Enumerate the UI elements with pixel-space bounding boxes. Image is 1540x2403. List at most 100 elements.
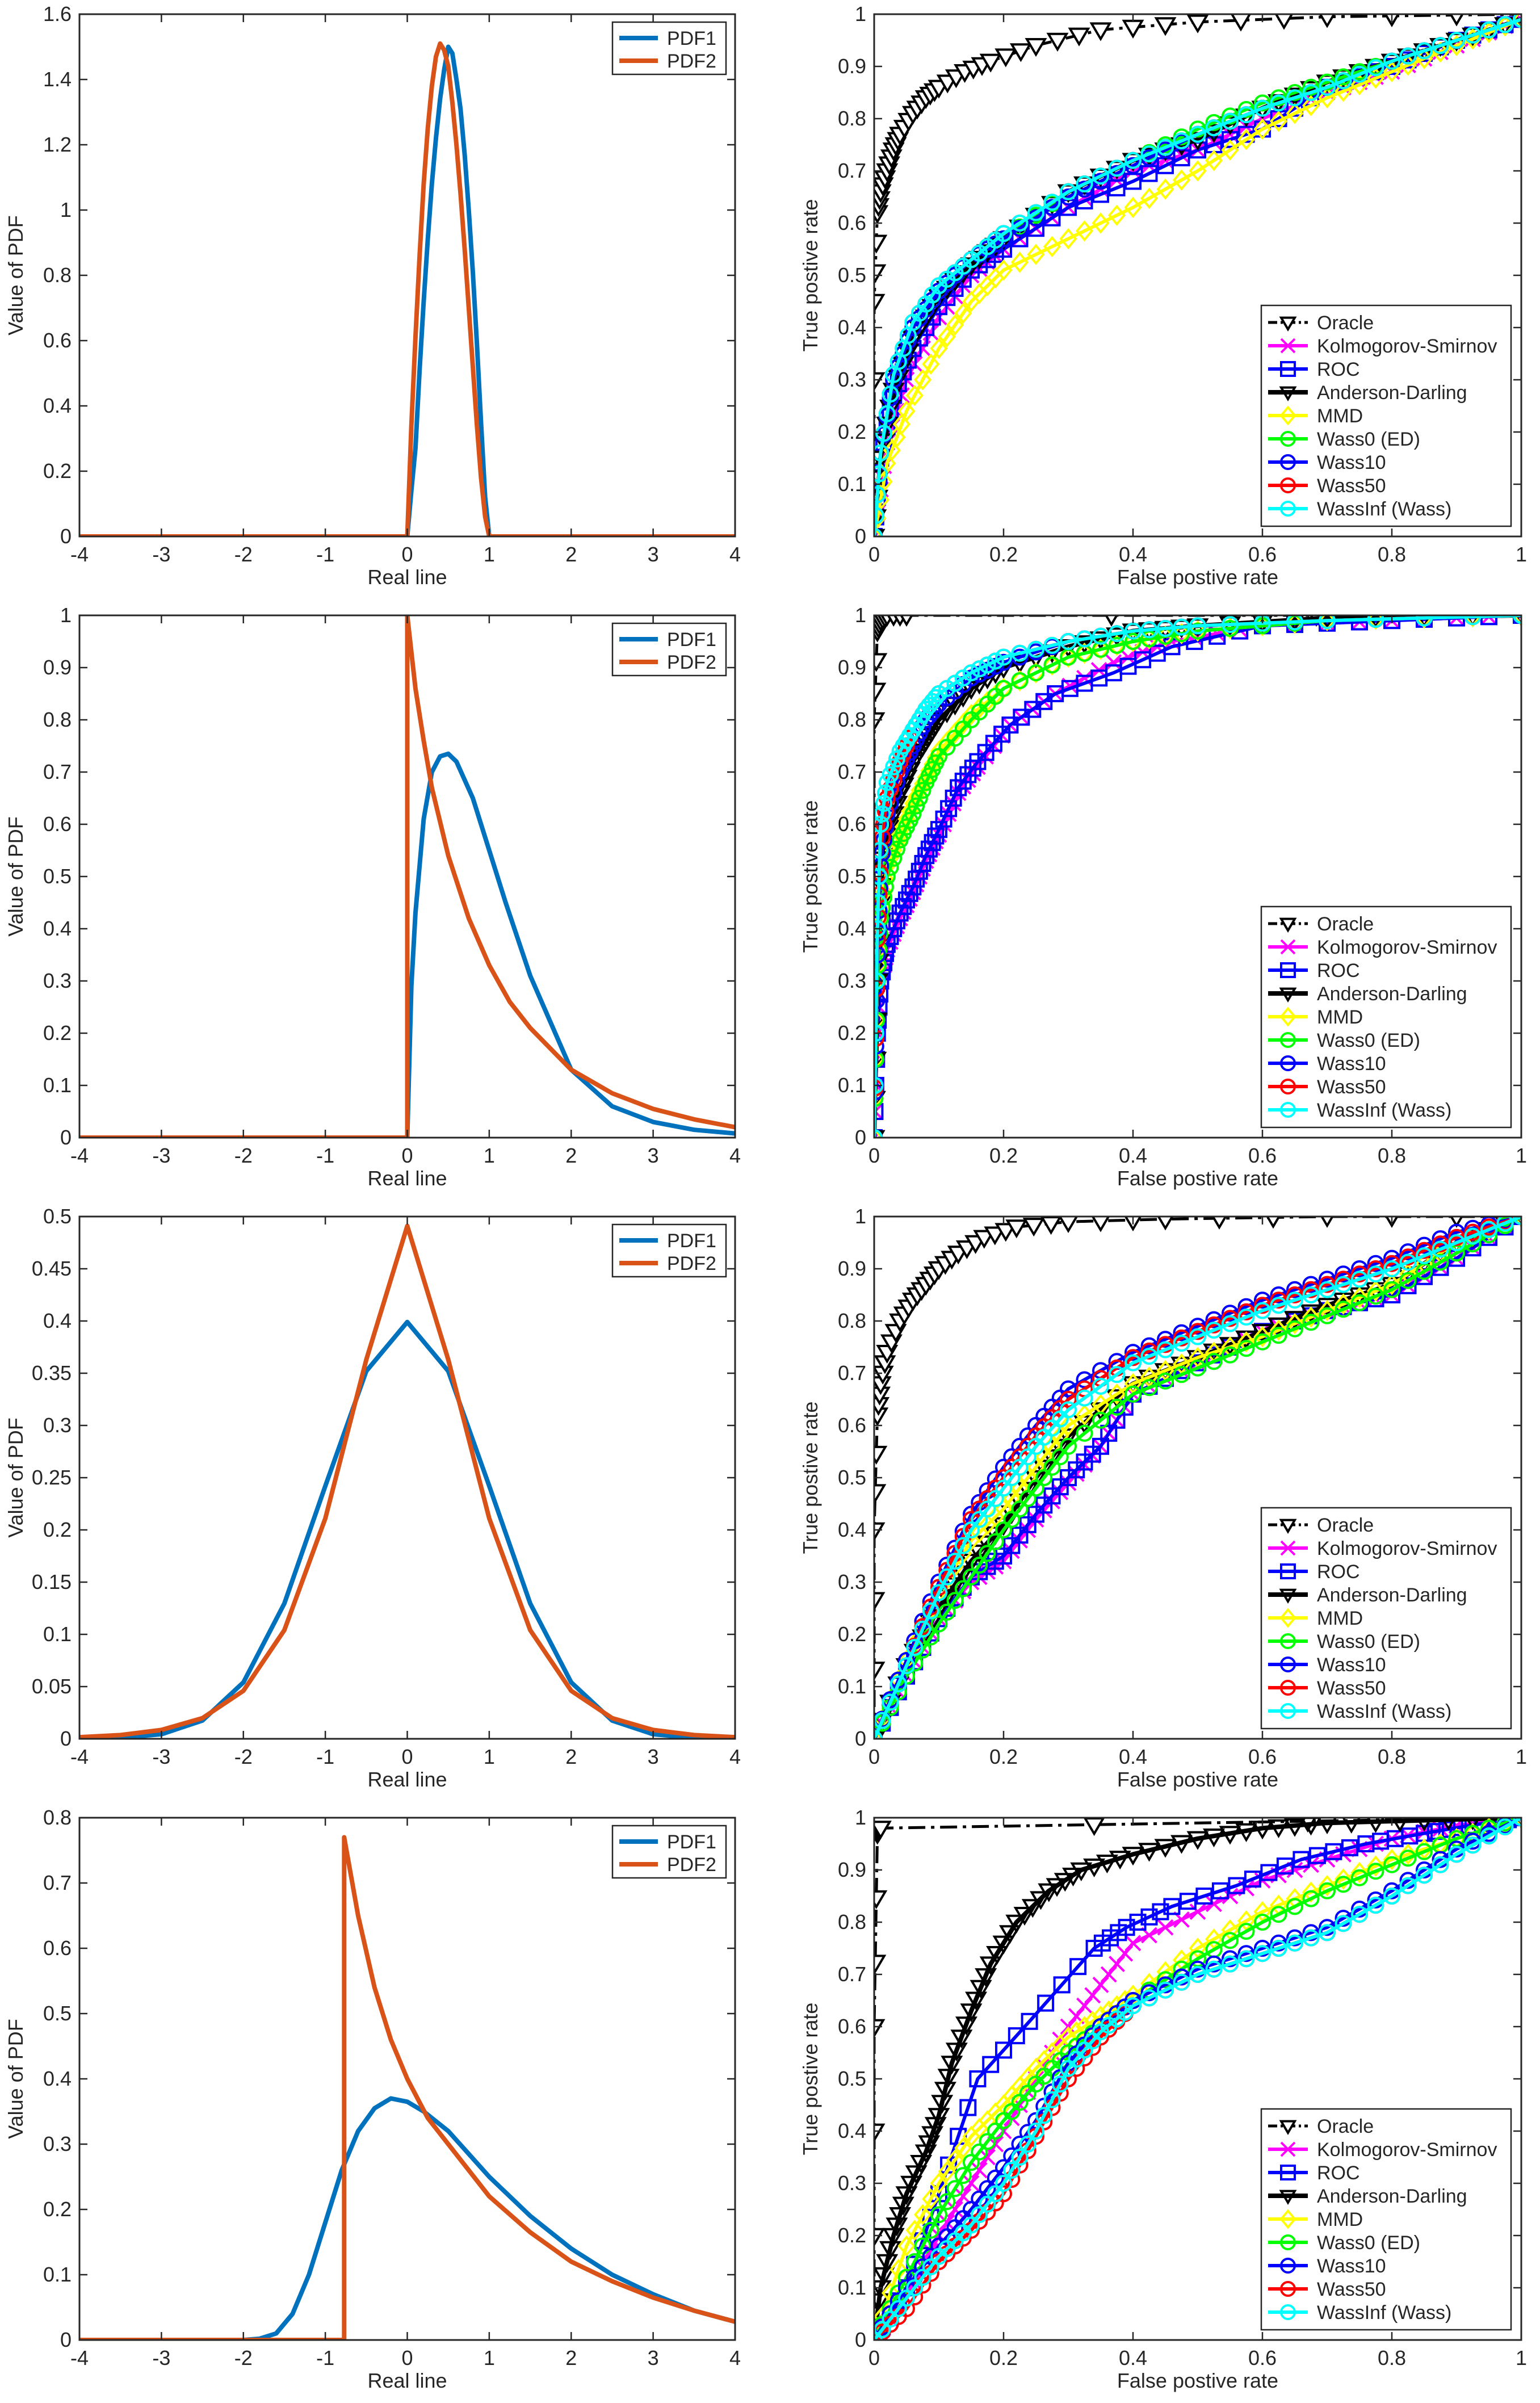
series-wass10-point — [1367, 1255, 1384, 1272]
y-tick-label: 0.4 — [43, 394, 72, 417]
series-wassinf-wass-point — [971, 2206, 988, 2224]
y-tick-label: 0.6 — [838, 2015, 866, 2038]
legend-label-oracle: Oracle — [1317, 1515, 1374, 1536]
plot-area — [79, 14, 735, 536]
series-wass0-ed-point — [908, 797, 925, 815]
y-tick-label: 0 — [855, 1727, 866, 1750]
x-tick-label: 0.8 — [1378, 1745, 1406, 1768]
series-anderson-darling-point — [1096, 1855, 1118, 1874]
series-anderson-darling-point — [945, 2043, 968, 2062]
series-anderson-darling-point — [1391, 1818, 1409, 1832]
series-wassinf-wass-point — [922, 2258, 939, 2276]
series-mmd-point — [1059, 228, 1077, 250]
series-wassinf-wass-point — [1432, 1856, 1449, 1873]
series-mmd-point — [913, 369, 932, 391]
series-wassinf-wass-point — [1319, 1281, 1336, 1298]
series-wass0-ed-point — [1432, 1253, 1449, 1271]
legend-marker-wass10 — [1280, 454, 1296, 470]
series-wass0-ed-point — [1351, 1294, 1368, 1311]
series-wassinf-wass-point — [1335, 1276, 1352, 1293]
series-wass0-ed-point — [1076, 1424, 1093, 1442]
series-wass10-point — [1286, 1929, 1303, 1947]
series-mmd-point — [1350, 1286, 1369, 1309]
x-tick-label: -2 — [234, 1745, 253, 1768]
series-wassinf-wass-point — [1464, 26, 1482, 44]
series-anderson-darling-point — [941, 2056, 963, 2075]
series-wassinf-wass-point — [1051, 2075, 1069, 2093]
series-wass10-point — [1157, 1331, 1174, 1348]
series-mmd-point — [946, 2149, 964, 2171]
legend-label-wass10: Wass10 — [1317, 452, 1386, 473]
series-mmd-point — [1140, 187, 1159, 209]
series-wassinf-wass-point — [1027, 640, 1044, 658]
series-wassinf-wass-point — [1254, 1302, 1271, 1319]
series-wass0-ed-point — [1222, 1346, 1239, 1364]
series-oracle-point — [1068, 27, 1090, 47]
x-tick-label: 0 — [401, 2346, 413, 2370]
series-wass0-ed-point — [1003, 1511, 1021, 1528]
series-wassinf-wass-point — [1270, 94, 1287, 112]
y-axis-label: Value of PDF — [4, 816, 27, 936]
series-wass50-point — [1335, 1270, 1352, 1288]
series-oracle-point — [874, 653, 888, 672]
series-wass50-point — [1124, 1349, 1142, 1366]
series-mmd-point — [1286, 1312, 1304, 1335]
y-tick-label: 1 — [60, 198, 72, 221]
series-roc-point — [1244, 1871, 1261, 1888]
series-wass0-ed-point — [1140, 1379, 1158, 1396]
series-wass0-ed-point — [1254, 94, 1271, 112]
series-wassinf-wass-point — [1351, 1906, 1368, 1923]
x-tick-label: -1 — [316, 1144, 334, 1167]
series-anderson-darling-point — [1046, 1878, 1068, 1897]
series-wass0-ed-point — [1222, 1932, 1239, 1949]
series-wass0-ed-point — [1237, 1340, 1255, 1357]
series-kolmogorov-smirnov-point — [1076, 1997, 1093, 2014]
series-roc-point — [1140, 1908, 1158, 1926]
series-wassinf-wass-point — [1011, 644, 1029, 662]
series-wass0-ed-point — [1237, 100, 1255, 118]
series-oracle-point — [874, 1445, 888, 1465]
legend-label-anderson-darling: Anderson-Darling — [1317, 382, 1467, 404]
series-oracle-point — [1091, 1217, 1110, 1232]
y-tick-label: 0.25 — [32, 1466, 72, 1489]
series-wassinf-wass-point — [1416, 1247, 1433, 1264]
series-wass0-ed-point — [1319, 73, 1336, 91]
legend-marker-anderson-darling — [1279, 386, 1297, 401]
x-tick-label: 1 — [484, 1144, 495, 1167]
series-wassinf-wass-point — [1302, 84, 1320, 101]
y-axis-label: True postive rate — [799, 2003, 822, 2155]
y-tick-label: 0.3 — [838, 1570, 866, 1593]
series-oracle-point — [1046, 32, 1069, 52]
series-wassinf-wass-point — [1432, 1240, 1449, 1258]
series-oracle-point — [874, 1821, 892, 1840]
series-mmd-point — [913, 2204, 932, 2225]
series-mmd-point — [954, 2137, 972, 2159]
series-mmd — [874, 14, 1521, 536]
series-roc-point — [1276, 1857, 1294, 1875]
series-oracle-point — [1022, 1218, 1045, 1237]
series-wassinf-wass-point — [1286, 1934, 1303, 1952]
y-tick-label: 0.5 — [43, 1205, 72, 1228]
x-tick-label: -4 — [70, 1745, 89, 1768]
series-wass10-point — [1286, 1281, 1303, 1298]
y-tick-label: 0.8 — [838, 708, 866, 731]
series-wassinf-wass-point — [1003, 2162, 1021, 2179]
x-tick-label: -4 — [70, 1144, 89, 1167]
x-tick-label: 4 — [729, 1144, 741, 1167]
y-tick-label: 0.6 — [838, 211, 866, 234]
y-tick-label: 0.6 — [43, 1936, 72, 1960]
series-wassinf-wass-point — [1189, 125, 1206, 143]
series-wassinf-wass-point — [1019, 2136, 1037, 2153]
series-wassinf-wass-point — [1124, 1997, 1142, 2015]
series-wassinf-wass-point — [1124, 1354, 1142, 1372]
series-layer — [874, 615, 1521, 1138]
legend-marker-oracle — [1279, 316, 1297, 332]
series-wassinf-wass-point — [1496, 16, 1514, 33]
series-anderson-darling-point — [879, 2241, 901, 2260]
series-mmd-point — [1059, 1415, 1077, 1436]
x-tick-label: 0 — [401, 1144, 413, 1167]
y-tick-label: 0.3 — [838, 2171, 866, 2195]
